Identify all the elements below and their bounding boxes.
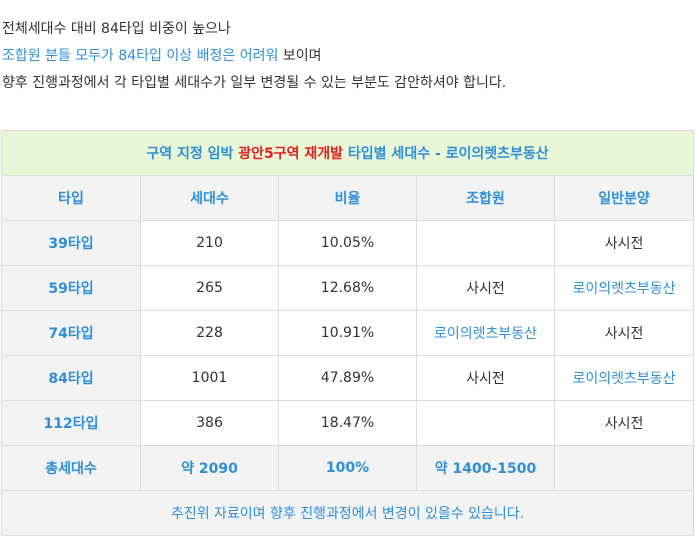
total-member: 약 1400-1500: [416, 445, 555, 491]
header-general: 일반분양: [553, 175, 695, 221]
row-units: 1001: [140, 355, 279, 401]
row-units: 265: [140, 265, 279, 311]
row-units: 386: [140, 400, 279, 446]
row-type: 39타입: [1, 220, 141, 266]
table-row: 112타입 386 18.47% 사시전: [1, 400, 695, 446]
row-general: 로이의렛츠부동산: [553, 265, 695, 311]
total-label: 총세대수: [1, 445, 141, 491]
row-member: 사시전: [416, 265, 555, 311]
header-ratio: 비율: [278, 175, 417, 221]
intro-line-2-rest: 보이며: [278, 48, 322, 64]
row-ratio: 10.91%: [278, 310, 417, 356]
row-ratio: 18.47%: [278, 400, 417, 446]
header-type: 타입: [1, 175, 141, 221]
total-units: 약 2090: [140, 445, 279, 491]
row-member: 로이의렛츠부동산: [416, 310, 555, 356]
row-ratio: 47.89%: [278, 355, 417, 401]
total-general: [553, 445, 695, 491]
table-footnote: 추진위 자료이며 향후 진행과정에서 변경이 있을수 있습니다.: [0, 490, 695, 536]
row-type: 112타입: [1, 400, 141, 446]
row-ratio: 10.05%: [278, 220, 417, 266]
row-member: 사시전: [416, 355, 555, 401]
table-footnote-row: 추진위 자료이며 향후 진행과정에서 변경이 있을수 있습니다.: [0, 490, 695, 536]
row-general: 사시전: [553, 310, 695, 356]
row-general: 로이의렛츠부동산: [553, 355, 695, 401]
table-header-row: 타입 세대수 비율 조합원 일반분양: [1, 175, 695, 221]
unit-type-table: 구역 지정 임박 광안5구역 재개발 타입별 세대수 - 로이의렛츠부동산 타입…: [0, 130, 695, 536]
row-ratio: 12.68%: [278, 265, 417, 311]
header-units: 세대수: [140, 175, 279, 221]
row-member: [416, 400, 555, 446]
row-member: [416, 220, 555, 266]
intro-line-1: 전체세대수 대비 84타입 비중이 높으나: [2, 21, 231, 37]
header-member: 조합원: [416, 175, 555, 221]
table-total-row: 총세대수 약 2090 100% 약 1400-1500: [1, 445, 695, 491]
table-row: 84타입 1001 47.89% 사시전 로이의렛츠부동산: [1, 355, 695, 401]
intro-line-2-highlight: 조합원 분들 모두가 84타입 이상 배정은 어려워: [2, 48, 279, 64]
table-title: 구역 지정 임박 광안5구역 재개발 타입별 세대수 - 로이의렛츠부동산: [0, 130, 695, 176]
row-general: 사시전: [553, 400, 695, 446]
row-type: 74타입: [1, 310, 141, 356]
intro-line-3: 향후 진행과정에서 각 타입별 세대수가 일부 변경될 수 있는 부분도 감안하…: [2, 75, 507, 91]
row-type: 84타입: [1, 355, 141, 401]
row-units: 210: [140, 220, 279, 266]
table-row: 74타입 228 10.91% 로이의렛츠부동산 사시전: [1, 310, 695, 356]
row-units: 228: [140, 310, 279, 356]
table-title-highlight: 광안5구역 재개발: [238, 146, 344, 162]
intro-line-2: 조합원 분들 모두가 84타입 이상 배정은 어려워 보이며: [2, 43, 692, 70]
row-general: 사시전: [553, 220, 695, 266]
total-ratio: 100%: [278, 445, 417, 491]
intro-text: 전체세대수 대비 84타입 비중이 높으나 조합원 분들 모두가 84타입 이상…: [2, 16, 692, 97]
table-row: 39타입 210 10.05% 사시전: [1, 220, 695, 266]
table-title-prefix: 구역 지정 임박: [146, 146, 239, 162]
table-title-row: 구역 지정 임박 광안5구역 재개발 타입별 세대수 - 로이의렛츠부동산: [0, 130, 695, 176]
row-type: 59타입: [1, 265, 141, 311]
table-title-suffix: 타입별 세대수 - 로이의렛츠부동산: [343, 146, 549, 162]
table-row: 59타입 265 12.68% 사시전 로이의렛츠부동산: [1, 265, 695, 311]
